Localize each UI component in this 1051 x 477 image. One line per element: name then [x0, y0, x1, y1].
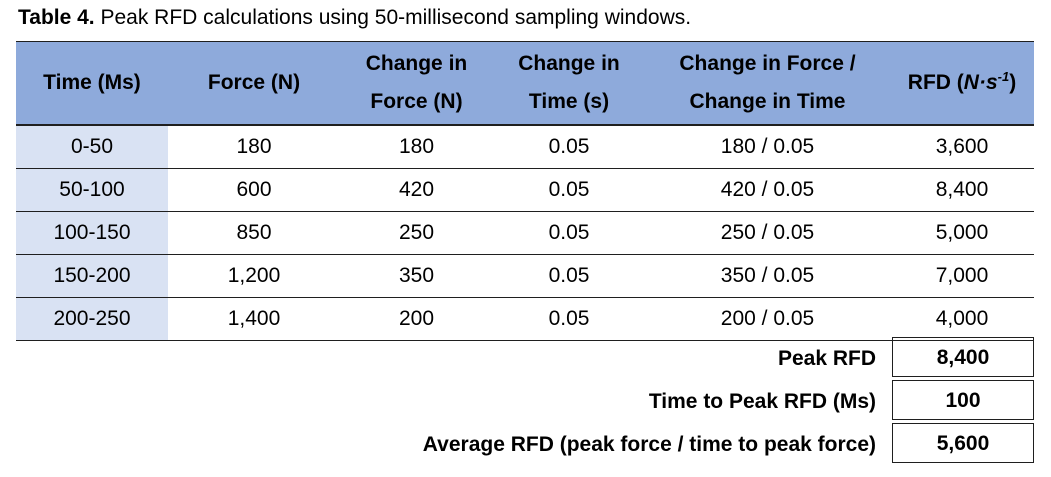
- cell-ratio: 200 / 0.05: [645, 297, 890, 341]
- cell-time: 50-100: [16, 168, 168, 212]
- table-row: 150-200 1,200 350 0.05 350 / 0.05 7,000: [16, 254, 1034, 298]
- cell-force: 600: [168, 168, 340, 212]
- cell-force: 1,400: [168, 297, 340, 341]
- cell-change-force: 200: [340, 297, 493, 341]
- table-row: 200-250 1,400 200 0.05 200 / 0.05 4,000: [16, 297, 1034, 341]
- cell-ratio: 350 / 0.05: [645, 254, 890, 298]
- table-caption: Table 4. Peak RFD calculations using 50-…: [18, 5, 691, 31]
- table-row: 0-50 180 180 0.05 180 / 0.05 3,600: [16, 124, 1034, 169]
- cell-change-force: 420: [340, 168, 493, 212]
- caption-text: Peak RFD calculations using 50-milliseco…: [94, 6, 692, 29]
- peak-rfd-label: Peak RFD: [777, 347, 876, 370]
- cell-change-time: 0.05: [493, 297, 645, 341]
- cell-time: 100-150: [16, 211, 168, 255]
- summary-block: Peak RFD 8,400 Time to Peak RFD (Ms) 100…: [16, 337, 1034, 466]
- cell-force: 850: [168, 211, 340, 255]
- average-rfd-value: 5,600: [892, 423, 1034, 463]
- cell-force: 180: [168, 124, 340, 169]
- cell-force: 1,200: [168, 254, 340, 298]
- cell-change-force: 250: [340, 211, 493, 255]
- caption-label: Table 4.: [18, 6, 95, 29]
- summary-row-time-to-peak: Time to Peak RFD (Ms) 100: [16, 380, 1034, 423]
- table-row: 50-100 600 420 0.05 420 / 0.05 8,400: [16, 168, 1034, 212]
- cell-ratio: 180 / 0.05: [645, 124, 890, 169]
- cell-rfd: 3,600: [890, 124, 1034, 169]
- header-rfd: RFD (N·s-1): [890, 41, 1034, 125]
- time-to-peak-label: Time to Peak RFD (Ms): [648, 390, 876, 413]
- header-change-force: Change in Force (N): [340, 41, 493, 125]
- header-change-time: Change in Time (s): [493, 41, 645, 125]
- cell-ratio: 250 / 0.05: [645, 211, 890, 255]
- summary-row-peak-rfd: Peak RFD 8,400: [16, 337, 1034, 380]
- cell-change-time: 0.05: [493, 211, 645, 255]
- cell-ratio: 420 / 0.05: [645, 168, 890, 212]
- peak-rfd-value: 8,400: [892, 337, 1034, 377]
- cell-change-time: 0.05: [493, 168, 645, 212]
- cell-change-force: 350: [340, 254, 493, 298]
- rfd-table: Time (Ms) Force (N) Change in Force (N) …: [16, 41, 1034, 341]
- cell-time: 0-50: [16, 124, 168, 169]
- header-force: Force (N): [168, 41, 340, 125]
- cell-change-time: 0.05: [493, 254, 645, 298]
- cell-change-force: 180: [340, 124, 493, 169]
- cell-rfd: 4,000: [890, 297, 1034, 341]
- time-to-peak-value: 100: [892, 380, 1034, 420]
- cell-rfd: 7,000: [890, 254, 1034, 298]
- cell-rfd: 5,000: [890, 211, 1034, 255]
- header-ratio: Change in Force / Change in Time: [645, 41, 890, 125]
- average-rfd-label: Average RFD (peak force / time to peak f…: [422, 433, 876, 456]
- table-header-row: Time (Ms) Force (N) Change in Force (N) …: [16, 41, 1034, 125]
- summary-row-average-rfd: Average RFD (peak force / time to peak f…: [16, 423, 1034, 466]
- table-row: 100-150 850 250 0.05 250 / 0.05 5,000: [16, 211, 1034, 255]
- cell-time: 200-250: [16, 297, 168, 341]
- header-time: Time (Ms): [16, 41, 168, 125]
- cell-change-time: 0.05: [493, 124, 645, 169]
- cell-time: 150-200: [16, 254, 168, 298]
- cell-rfd: 8,400: [890, 168, 1034, 212]
